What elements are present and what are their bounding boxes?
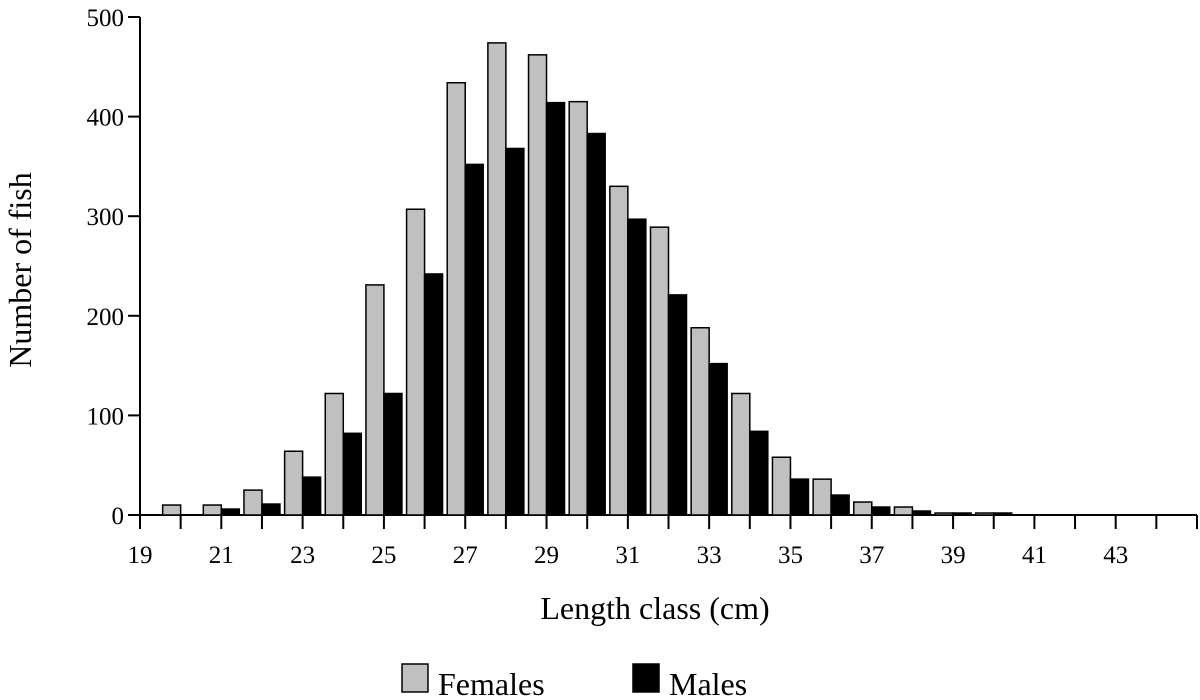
bar-females <box>690 327 710 516</box>
bar-females <box>893 506 914 516</box>
x-tick-label: 39 <box>941 542 966 569</box>
bar-females <box>405 208 426 516</box>
bar-males <box>708 362 728 516</box>
bars <box>161 42 1013 516</box>
x-tick-label: 25 <box>371 542 396 569</box>
y-tick-label: 100 <box>87 403 125 430</box>
bar-males <box>505 147 525 516</box>
y-tick-label: 0 <box>112 503 125 530</box>
x-tick-label: 21 <box>209 542 234 569</box>
x-tick-label: 35 <box>778 542 803 569</box>
y-axis: 0 100 200 300 400 500 <box>87 5 141 530</box>
x-tick-label: 19 <box>128 542 153 569</box>
bar-females <box>974 512 995 516</box>
bar-females <box>161 504 182 516</box>
bar-males <box>220 508 241 516</box>
bar-females <box>324 392 345 516</box>
x-tick-label: 43 <box>1103 542 1128 569</box>
x-tick-label: 23 <box>290 542 315 569</box>
y-tick-label: 500 <box>87 5 125 32</box>
bar-males <box>261 503 281 516</box>
bar-males <box>464 163 484 516</box>
y-axis-title: Number of fish <box>2 172 38 368</box>
bar-males <box>871 506 891 516</box>
bar-males <box>789 478 810 516</box>
legend-swatch-males <box>632 663 660 693</box>
bar-males <box>992 512 1013 516</box>
legend-swatch-females <box>401 663 429 693</box>
bar-males <box>586 132 606 516</box>
bar-males <box>342 432 363 516</box>
bar-females <box>283 450 304 516</box>
bar-males <box>627 218 647 516</box>
bar-females <box>527 54 548 516</box>
bar-females <box>609 185 629 516</box>
x-axis-title: Length class (cm) <box>540 590 769 626</box>
legend-label-females: Females <box>438 666 545 700</box>
legend: Females Males <box>401 663 747 700</box>
x-tick-label: 33 <box>697 542 722 569</box>
x-axis: 19 21 23 25 27 29 31 33 35 37 39 41 43 <box>128 514 1198 569</box>
bar-females <box>649 226 670 516</box>
bar-females <box>853 501 873 516</box>
y-tick-label: 400 <box>87 105 125 132</box>
x-tick-label: 31 <box>615 542 640 569</box>
bar-females <box>771 456 792 516</box>
bar-males <box>830 494 850 516</box>
bar-males <box>545 101 566 516</box>
bar-females <box>243 489 263 516</box>
bar-males <box>749 430 769 516</box>
bar-males <box>911 510 932 516</box>
y-tick-label: 200 <box>87 304 125 331</box>
x-tick-label: 37 <box>859 542 884 569</box>
bar-females <box>487 42 507 516</box>
x-tick-label: 41 <box>1022 542 1047 569</box>
bar-females <box>731 392 751 516</box>
bar-females <box>934 512 954 516</box>
y-tick-label: 300 <box>87 204 125 231</box>
x-tick-label: 29 <box>534 542 559 569</box>
bar-females <box>365 284 385 516</box>
bar-females <box>568 100 588 516</box>
bar-males <box>383 392 403 516</box>
bar-males <box>301 476 322 516</box>
bar-females <box>202 504 223 516</box>
bar-females <box>446 81 466 516</box>
legend-label-males: Males <box>669 666 747 700</box>
bar-males <box>423 273 444 516</box>
bar-males <box>952 512 972 516</box>
bar-males <box>667 294 688 516</box>
x-tick-label: 27 <box>453 542 478 569</box>
bar-females <box>812 478 832 516</box>
